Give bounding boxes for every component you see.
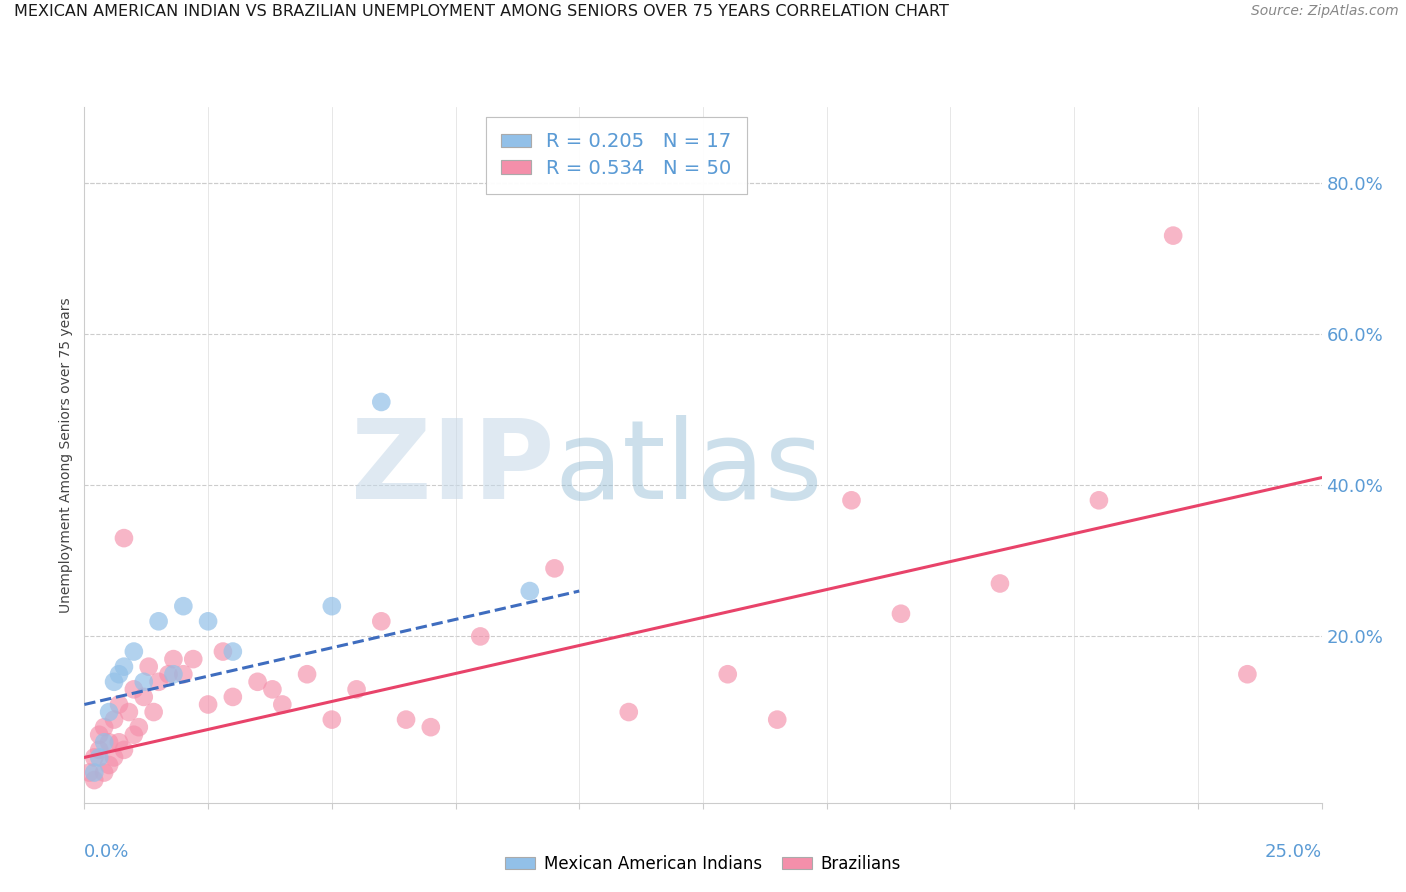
- Point: [89, 728, 111, 742]
- Point: [103, 674, 125, 689]
- Point: [162, 667, 184, 681]
- Point: [98, 705, 121, 719]
- Text: 25.0%: 25.0%: [1264, 843, 1322, 861]
- Point: [395, 713, 418, 727]
- Point: [1161, 228, 1184, 243]
- Point: [295, 667, 318, 681]
- Point: [157, 667, 180, 681]
- Point: [103, 750, 125, 764]
- Point: [93, 765, 115, 780]
- Point: [841, 493, 863, 508]
- Point: [197, 615, 219, 629]
- Text: 0.0%: 0.0%: [84, 843, 129, 861]
- Point: [988, 576, 1011, 591]
- Point: [543, 561, 565, 575]
- Point: [108, 667, 131, 681]
- Point: [222, 644, 245, 658]
- Point: [93, 720, 115, 734]
- Point: [112, 659, 135, 673]
- Point: [271, 698, 294, 712]
- Point: [132, 690, 155, 704]
- Point: [138, 659, 160, 673]
- Point: [122, 644, 145, 658]
- Point: [79, 765, 101, 780]
- Point: [162, 652, 184, 666]
- Point: [262, 682, 284, 697]
- Point: [181, 652, 204, 666]
- Point: [346, 682, 368, 697]
- Point: [83, 773, 105, 788]
- Point: [108, 735, 131, 749]
- Y-axis label: Unemployment Among Seniors over 75 years: Unemployment Among Seniors over 75 years: [59, 297, 73, 613]
- Point: [122, 728, 145, 742]
- Point: [470, 629, 492, 643]
- Point: [103, 713, 125, 727]
- Text: Source: ZipAtlas.com: Source: ZipAtlas.com: [1251, 4, 1399, 19]
- Point: [890, 607, 912, 621]
- Text: ZIP: ZIP: [352, 416, 554, 523]
- Point: [766, 713, 789, 727]
- Point: [370, 395, 392, 409]
- Point: [222, 690, 245, 704]
- Point: [148, 674, 170, 689]
- Point: [519, 584, 541, 599]
- Point: [98, 735, 121, 749]
- Point: [83, 765, 105, 780]
- Point: [172, 599, 194, 614]
- Point: [197, 698, 219, 712]
- Point: [419, 720, 441, 734]
- Legend: R = 0.205   N = 17, R = 0.534   N = 50: R = 0.205 N = 17, R = 0.534 N = 50: [486, 117, 747, 194]
- Point: [246, 674, 269, 689]
- Point: [321, 713, 343, 727]
- Point: [89, 743, 111, 757]
- Point: [112, 743, 135, 757]
- Point: [93, 735, 115, 749]
- Text: atlas: atlas: [554, 416, 823, 523]
- Point: [122, 682, 145, 697]
- Point: [212, 644, 235, 658]
- Point: [1088, 493, 1111, 508]
- Legend: Mexican American Indians, Brazilians: Mexican American Indians, Brazilians: [499, 848, 907, 880]
- Point: [172, 667, 194, 681]
- Point: [148, 615, 170, 629]
- Text: MEXICAN AMERICAN INDIAN VS BRAZILIAN UNEMPLOYMENT AMONG SENIORS OVER 75 YEARS CO: MEXICAN AMERICAN INDIAN VS BRAZILIAN UNE…: [14, 4, 949, 20]
- Point: [112, 531, 135, 545]
- Point: [98, 758, 121, 772]
- Point: [142, 705, 165, 719]
- Point: [83, 750, 105, 764]
- Point: [128, 720, 150, 734]
- Point: [108, 698, 131, 712]
- Point: [617, 705, 640, 719]
- Point: [89, 750, 111, 764]
- Point: [321, 599, 343, 614]
- Point: [1236, 667, 1258, 681]
- Point: [717, 667, 740, 681]
- Point: [132, 674, 155, 689]
- Point: [370, 615, 392, 629]
- Point: [118, 705, 141, 719]
